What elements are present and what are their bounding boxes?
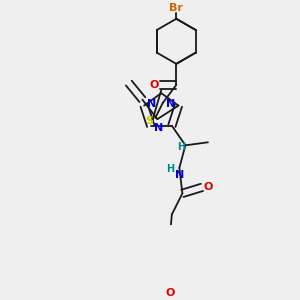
Text: N: N [166, 99, 176, 109]
Text: N: N [147, 99, 156, 109]
Text: Br: Br [169, 3, 183, 13]
Text: N: N [154, 123, 163, 133]
Text: O: O [166, 288, 175, 298]
Text: O: O [203, 182, 213, 192]
Text: N: N [175, 170, 184, 180]
Text: S: S [145, 116, 153, 126]
Text: O: O [150, 80, 159, 90]
Text: H: H [178, 142, 186, 152]
Text: H: H [166, 164, 174, 174]
